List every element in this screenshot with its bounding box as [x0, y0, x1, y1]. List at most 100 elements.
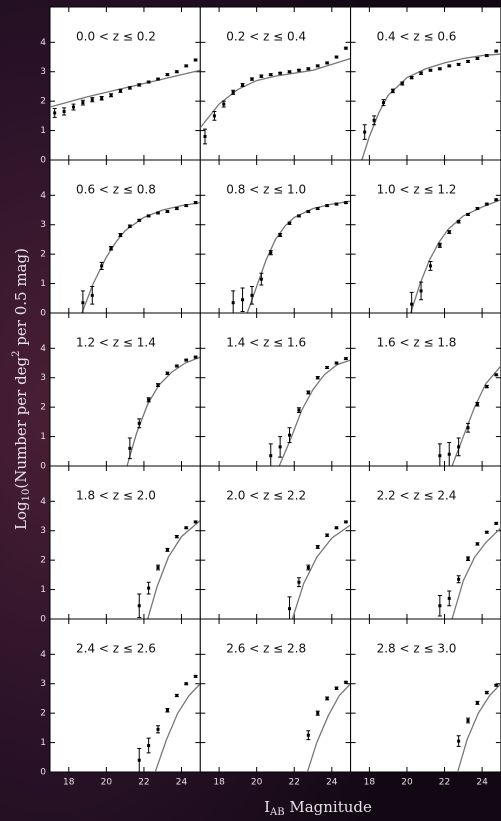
panel-frame [49, 312, 201, 467]
data-point [147, 214, 151, 218]
data-point [475, 701, 479, 705]
x-tick-label: 24 [476, 778, 488, 788]
panel-title: 1.0 < z ≤ 1.2 [377, 183, 457, 197]
data-point [306, 67, 310, 71]
panel: 1.8 < z ≤ 2.0 [49, 465, 201, 620]
y-tick-label: 2 [40, 403, 46, 413]
x-tick-label: 24 [176, 778, 188, 788]
data-point [485, 202, 489, 206]
data-point [288, 433, 292, 437]
panel: 1.0 < z ≤ 1.2 [350, 159, 501, 314]
panel: 0.2 < z ≤ 0.4 [199, 6, 352, 161]
y-tick-label: 3 [40, 220, 46, 230]
data-point [269, 251, 273, 255]
data-point [419, 289, 423, 293]
data-point [100, 264, 104, 268]
data-point [194, 674, 198, 678]
panel-frame [199, 312, 352, 467]
data-point [428, 264, 432, 268]
panel-title: 0.0 < z ≤ 0.2 [76, 30, 156, 44]
data-point [466, 212, 470, 216]
data-point [466, 426, 470, 430]
plot-area [137, 519, 201, 619]
data-point [147, 744, 151, 748]
plot-area [409, 198, 501, 313]
data-point [147, 398, 151, 402]
panel-title: 1.6 < z ≤ 1.8 [377, 336, 457, 350]
model-curve [410, 199, 501, 313]
data-point [475, 542, 479, 546]
data-point [147, 586, 151, 590]
panel: 1.4 < z ≤ 1.6 [199, 312, 352, 467]
data-point [250, 293, 254, 297]
y-tick-label: 0 [40, 768, 46, 778]
data-point [494, 373, 498, 377]
data-point [419, 71, 423, 75]
x-tick-label: 22 [289, 778, 300, 788]
y-tick-label: 1 [40, 279, 46, 289]
y-tick-label: 4 [40, 344, 46, 354]
model-curve [147, 519, 201, 619]
data-point [53, 111, 57, 115]
data-point [485, 530, 489, 534]
panel: 2.4 < z ≤ 2.6 [49, 618, 201, 773]
data-point [203, 134, 207, 138]
y-tick-label: 0 [40, 309, 46, 319]
data-point [288, 221, 292, 225]
data-point [306, 566, 310, 570]
y-tick-label: 4 [40, 191, 46, 201]
data-point [335, 202, 339, 206]
data-point [156, 211, 160, 215]
y-tick-label: 3 [40, 679, 46, 689]
data-point [165, 209, 169, 213]
panel-frame [199, 618, 352, 773]
x-axis-title: IAB Magnitude [264, 798, 372, 818]
plot-area [200, 46, 351, 145]
data-point [165, 548, 169, 552]
data-point [184, 64, 188, 68]
data-point [391, 89, 395, 93]
y-tick-label: 2 [40, 556, 46, 566]
panel-title: 2.8 < z ≤ 3.0 [377, 642, 457, 656]
data-point [316, 711, 320, 715]
data-point [259, 74, 263, 78]
data-point [410, 76, 414, 80]
data-point [100, 96, 104, 100]
data-point [278, 71, 282, 75]
plot-area [268, 357, 351, 466]
plot-area [437, 521, 501, 619]
data-point [297, 214, 301, 218]
panel-title: 2.6 < z ≤ 2.8 [226, 642, 306, 656]
data-point [175, 694, 179, 697]
data-point [175, 70, 179, 74]
x-tick-label: 18 [213, 778, 225, 788]
data-point [335, 686, 339, 690]
data-point [156, 566, 160, 570]
data-point [335, 361, 339, 365]
data-point [194, 58, 198, 62]
data-point [297, 580, 301, 584]
x-tick-label: 20 [101, 778, 113, 788]
y-tick-label: 4 [40, 497, 46, 507]
y-tick-label: 0 [40, 615, 46, 625]
data-point [297, 408, 301, 412]
data-point [457, 739, 461, 743]
data-point [316, 64, 320, 68]
data-point [494, 49, 498, 53]
x-tick-label: 24 [326, 778, 338, 788]
data-point [137, 604, 141, 608]
panel-frame [49, 465, 201, 620]
data-point [457, 577, 461, 581]
data-point [325, 365, 329, 369]
model-curve [200, 57, 351, 129]
data-point [128, 224, 132, 228]
panel-title: 1.4 < z ≤ 1.6 [226, 336, 306, 350]
data-point [184, 526, 188, 530]
y-tick-label: 0 [40, 156, 46, 166]
data-point [81, 101, 85, 105]
model-curve [50, 69, 201, 108]
y-tick-label: 4 [40, 650, 46, 660]
plot-area [306, 680, 351, 772]
data-point [109, 246, 113, 250]
panel: 0.4 < z ≤ 0.6 [350, 6, 501, 161]
